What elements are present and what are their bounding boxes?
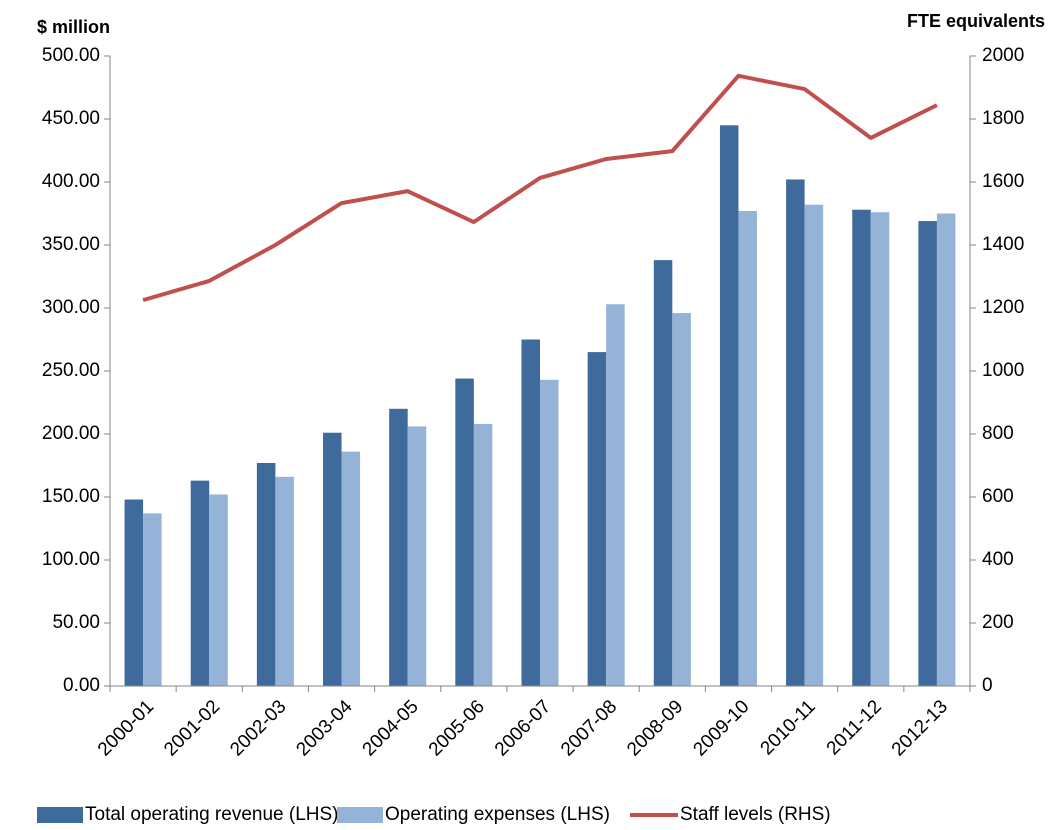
bar [653, 260, 673, 686]
bar [341, 451, 361, 686]
bar [389, 408, 408, 686]
y-tick-label: 50.00 [52, 612, 100, 633]
bar [719, 125, 739, 687]
bar [473, 423, 493, 686]
x-tick-label: 2012-13 [888, 696, 952, 760]
bar [209, 494, 228, 686]
bar [190, 480, 210, 686]
legend-label: Operating expenses (LHS) [385, 804, 610, 825]
bar [672, 313, 691, 686]
bar [540, 379, 559, 686]
y2-tick-label: 400 [982, 549, 1014, 570]
legend-swatch [37, 807, 83, 823]
bar [606, 304, 625, 686]
bar [275, 476, 294, 686]
y-tick-label: 250.00 [42, 360, 100, 381]
x-tick-label: 2005-06 [425, 696, 489, 760]
x-tick-label: 2006-07 [491, 696, 555, 760]
x-tick-label: 2008-09 [623, 696, 687, 760]
bar [804, 204, 824, 686]
y-tick-label: 0.00 [63, 675, 100, 696]
y-axis-title: $ million [37, 17, 110, 37]
bar [786, 179, 805, 687]
y2-tick-label: 1800 [982, 108, 1024, 129]
line [142, 73, 938, 303]
y-tick-label: 150.00 [42, 486, 100, 507]
bar [455, 378, 474, 686]
bar [323, 432, 342, 686]
x-tick-label: 2009-10 [689, 696, 753, 760]
y2-tick-label: 1400 [982, 234, 1024, 255]
y2-tick-label: 2000 [982, 45, 1024, 66]
y-tick-label: 500.00 [42, 45, 100, 66]
bar [918, 221, 937, 686]
bar [256, 462, 276, 686]
x-tick-label: 2000-01 [94, 696, 158, 760]
y2-axis-title: FTE equivalents [907, 11, 1045, 31]
bar [738, 210, 757, 687]
y-tick-label: 400.00 [42, 171, 100, 192]
bar [407, 426, 427, 686]
y-tick-label: 350.00 [42, 234, 100, 255]
legend-swatch [337, 807, 383, 823]
y-tick-label: 100.00 [42, 549, 100, 570]
bar [936, 213, 956, 686]
x-tick-label: 2003-04 [292, 696, 356, 760]
x-tick-label: 2010-11 [757, 696, 820, 759]
y-tick-label: 300.00 [42, 297, 100, 318]
bar [521, 339, 540, 686]
y-tick-label: 200.00 [42, 423, 100, 444]
bar [124, 499, 144, 686]
x-tick-label: 2001-02 [160, 696, 224, 760]
legend-label: Total operating revenue (LHS) [85, 804, 338, 825]
legend-label: Staff levels (RHS) [680, 804, 831, 825]
bar [852, 209, 871, 686]
y2-tick-label: 1600 [982, 171, 1024, 192]
y2-tick-label: 600 [982, 486, 1014, 507]
y2-tick-label: 800 [982, 423, 1014, 444]
x-tick-label: 2007-08 [557, 696, 621, 760]
bar [587, 352, 607, 686]
x-tick-label: 2011-12 [823, 696, 886, 759]
x-tick-label: 2004-05 [359, 696, 423, 760]
y2-tick-label: 200 [982, 612, 1014, 633]
bar [870, 212, 890, 687]
y2-tick-label: 1200 [982, 297, 1024, 318]
x-tick-label: 2002-03 [226, 696, 290, 760]
y-tick-label: 450.00 [42, 108, 100, 129]
bar [143, 513, 162, 686]
y2-tick-label: 0 [982, 675, 993, 696]
y2-tick-label: 1000 [982, 360, 1024, 381]
